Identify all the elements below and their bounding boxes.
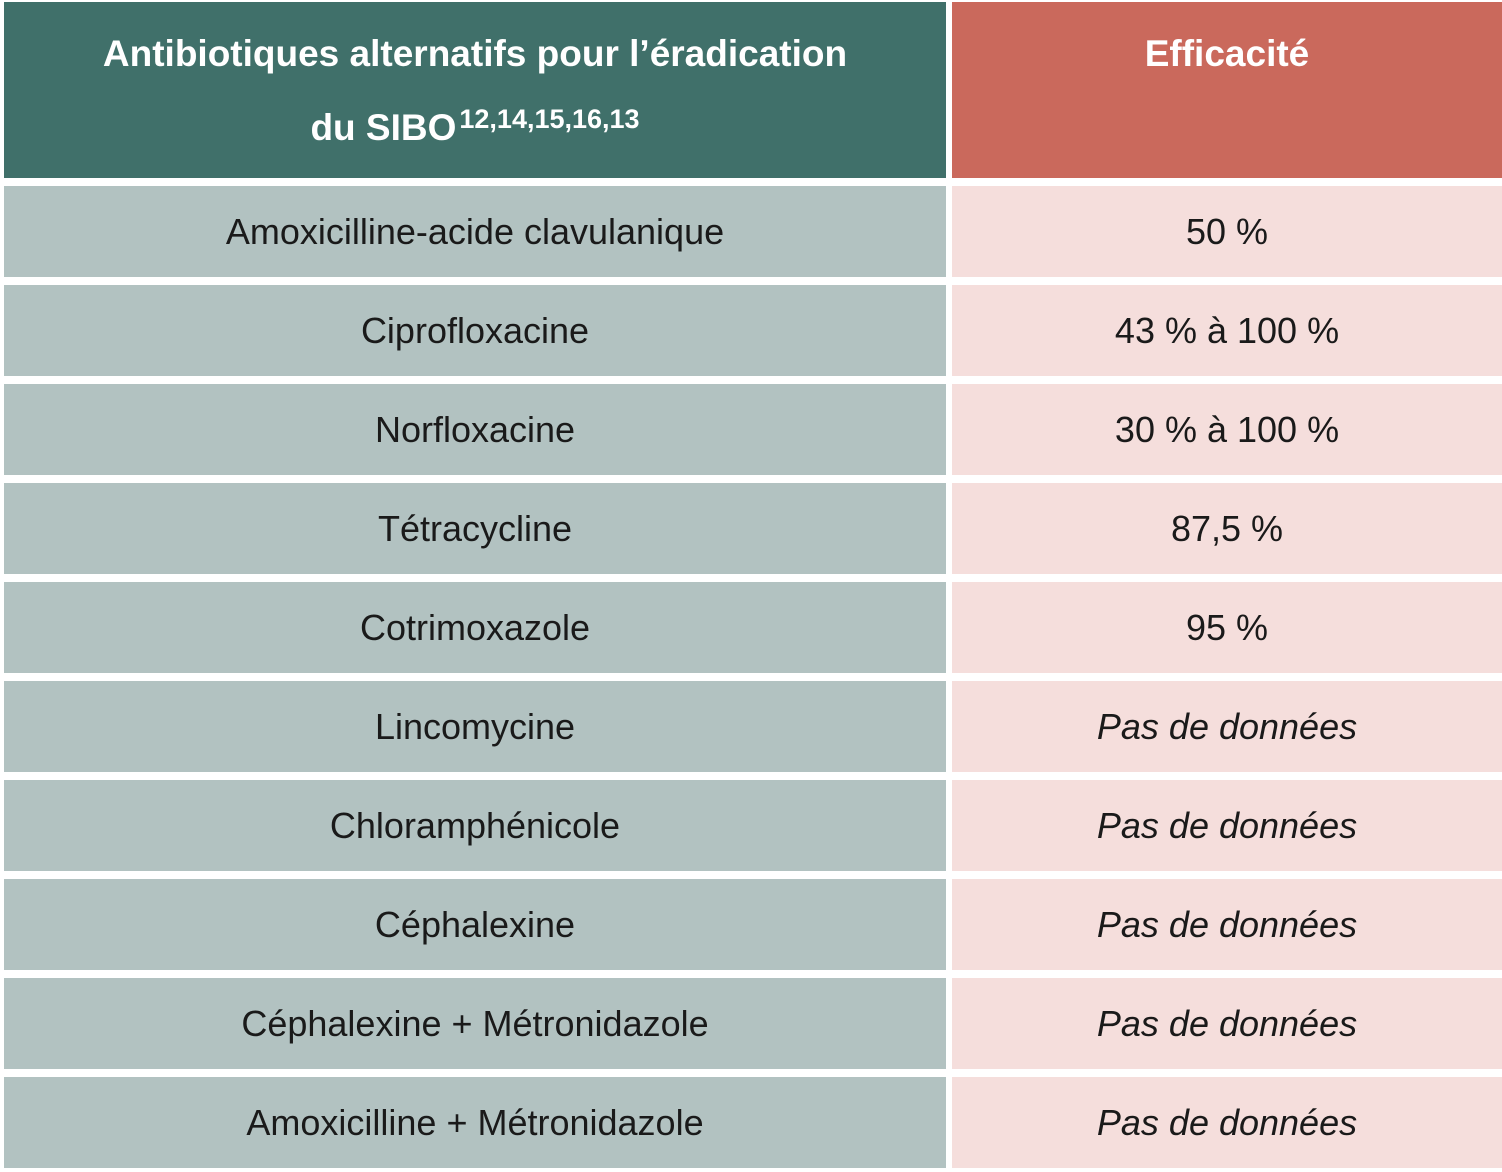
efficacy-cell: 30 % à 100 % bbox=[952, 384, 1502, 475]
header-antibiotics: Antibiotiques alternatifs pour l’éradica… bbox=[4, 2, 946, 178]
antibiotic-cell: Tétracycline bbox=[4, 483, 946, 574]
antibiotic-cell: Amoxicilline + Métronidazole bbox=[4, 1077, 946, 1168]
antibiotic-cell: Ciprofloxacine bbox=[4, 285, 946, 376]
reference-superscript: 12,14,15,16,13 bbox=[459, 104, 640, 134]
efficacy-cell: 87,5 % bbox=[952, 483, 1502, 574]
efficacy-cell-no-data: Pas de données bbox=[952, 780, 1502, 871]
efficacy-cell: 43 % à 100 % bbox=[952, 285, 1502, 376]
efficacy-cell-no-data: Pas de données bbox=[952, 1077, 1502, 1168]
antibiotic-cell: Cotrimoxazole bbox=[4, 582, 946, 673]
efficacy-cell: 50 % bbox=[952, 186, 1502, 277]
header-title-line2: du SIBO 12,14,15,16,13 bbox=[310, 104, 640, 149]
antibiotic-cell: Amoxicilline-acide clavulanique bbox=[4, 186, 946, 277]
efficacy-cell-no-data: Pas de données bbox=[952, 978, 1502, 1069]
header-title-line1: Antibiotiques alternatifs pour l’éradica… bbox=[102, 33, 848, 74]
antibiotic-cell: Céphalexine + Métronidazole bbox=[4, 978, 946, 1069]
efficacy-cell-no-data: Pas de données bbox=[952, 879, 1502, 970]
antibiotic-cell: Céphalexine bbox=[4, 879, 946, 970]
efficacy-cell-no-data: Pas de données bbox=[952, 681, 1502, 772]
antibiotic-cell: Norfloxacine bbox=[4, 384, 946, 475]
antibiotic-cell: Chloramphénicole bbox=[4, 780, 946, 871]
efficacy-cell: 95 % bbox=[952, 582, 1502, 673]
antibiotic-cell: Lincomycine bbox=[4, 681, 946, 772]
header-efficacy-label: Efficacité bbox=[1144, 33, 1310, 74]
header-efficacy: Efficacité bbox=[952, 2, 1502, 178]
